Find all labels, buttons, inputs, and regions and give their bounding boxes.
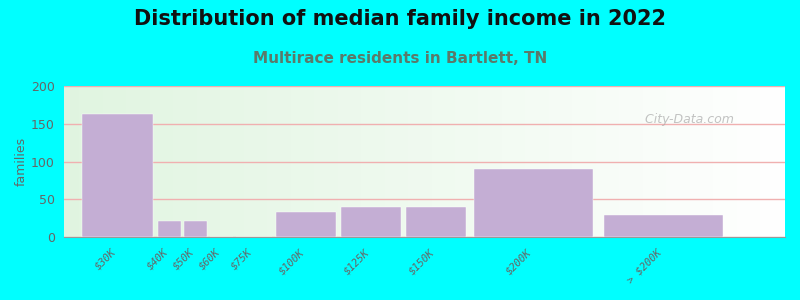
Bar bbox=[604, 214, 723, 237]
Bar bbox=[183, 220, 207, 237]
Bar bbox=[474, 169, 594, 237]
Text: Multirace residents in Bartlett, TN: Multirace residents in Bartlett, TN bbox=[253, 51, 547, 66]
Text: Distribution of median family income in 2022: Distribution of median family income in … bbox=[134, 9, 666, 29]
Bar bbox=[158, 220, 182, 237]
Bar bbox=[276, 212, 336, 237]
Text: City-Data.com: City-Data.com bbox=[641, 113, 734, 126]
Bar bbox=[341, 207, 401, 237]
Y-axis label: families: families bbox=[15, 137, 28, 186]
Bar bbox=[406, 207, 466, 237]
Bar bbox=[82, 114, 154, 237]
